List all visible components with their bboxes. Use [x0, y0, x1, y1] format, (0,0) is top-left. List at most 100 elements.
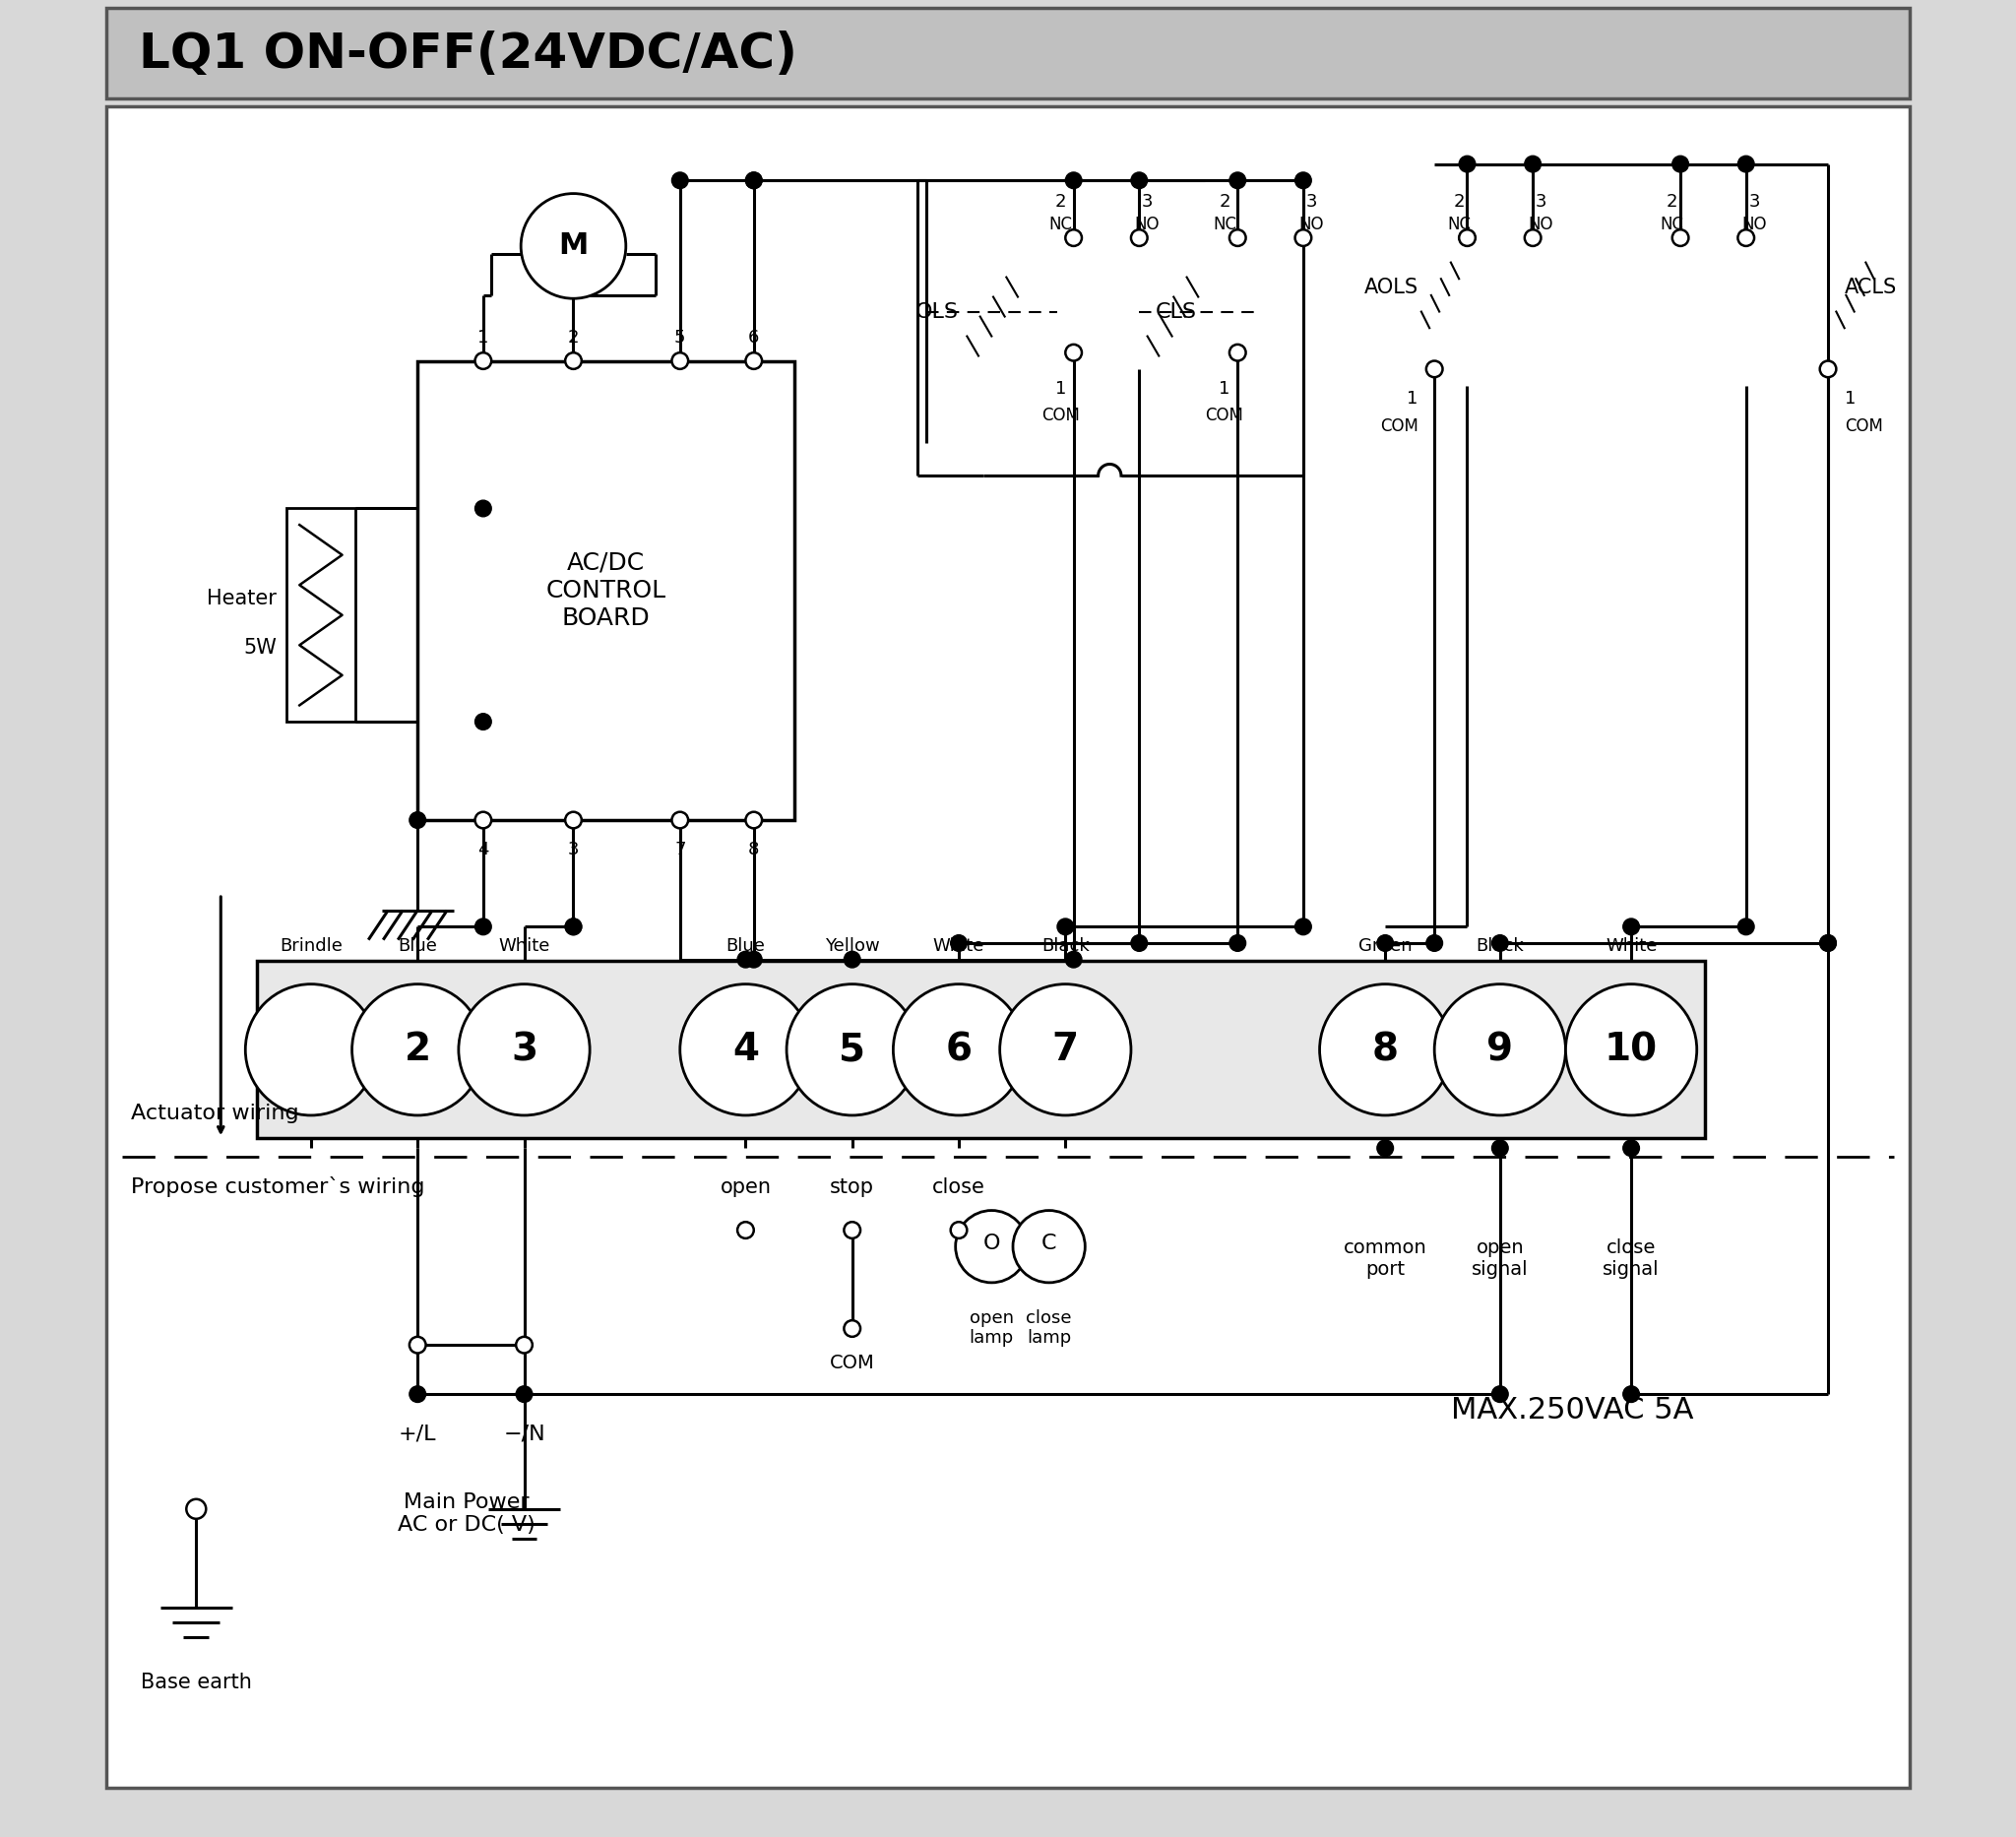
Text: White: White [498, 937, 550, 955]
Text: 2: 2 [1454, 193, 1466, 211]
Text: OLS: OLS [915, 301, 960, 321]
Circle shape [671, 353, 687, 369]
Text: Blue: Blue [726, 937, 766, 955]
Text: 5: 5 [673, 329, 685, 347]
Text: 3: 3 [1536, 193, 1546, 211]
Circle shape [1320, 985, 1452, 1115]
Circle shape [738, 952, 754, 968]
Circle shape [516, 1337, 532, 1354]
Circle shape [1294, 173, 1310, 189]
FancyBboxPatch shape [417, 360, 794, 819]
Circle shape [1131, 935, 1147, 952]
Circle shape [1820, 360, 1837, 377]
Circle shape [845, 1321, 861, 1337]
Text: open: open [720, 1178, 772, 1198]
Text: Black: Black [1476, 937, 1524, 955]
Text: NO: NO [1298, 215, 1325, 233]
Circle shape [1230, 935, 1246, 952]
Text: 4: 4 [478, 841, 488, 858]
Circle shape [1492, 1141, 1508, 1155]
Text: O: O [984, 1233, 1000, 1253]
Text: 8: 8 [1373, 1031, 1399, 1069]
Text: MAX.250VAC 5A: MAX.250VAC 5A [1452, 1396, 1693, 1426]
Text: Yellow: Yellow [825, 937, 879, 955]
Text: open
lamp: open lamp [970, 1310, 1014, 1347]
Text: 7: 7 [673, 841, 685, 858]
FancyBboxPatch shape [256, 961, 1706, 1139]
Text: −/N: −/N [504, 1424, 544, 1444]
Circle shape [516, 1385, 532, 1402]
Circle shape [1377, 935, 1393, 952]
Circle shape [1566, 985, 1697, 1115]
Circle shape [1524, 156, 1540, 173]
Text: COM: COM [831, 1354, 875, 1372]
Text: NC: NC [1447, 215, 1472, 233]
Text: 6: 6 [946, 1031, 972, 1069]
Circle shape [746, 173, 762, 189]
Text: +/L: +/L [399, 1424, 437, 1444]
Circle shape [1230, 345, 1246, 360]
Circle shape [409, 812, 425, 828]
Text: close
signal: close signal [1603, 1238, 1659, 1279]
Circle shape [1492, 1385, 1508, 1402]
Text: ACLS: ACLS [1845, 277, 1897, 298]
Circle shape [1064, 345, 1083, 360]
Text: COM: COM [1845, 417, 1883, 435]
Text: 3: 3 [1748, 193, 1760, 211]
Text: NO: NO [1135, 215, 1159, 233]
Circle shape [1056, 918, 1075, 935]
Text: 1: 1 [1407, 389, 1417, 408]
Circle shape [786, 985, 917, 1115]
Text: 9: 9 [1486, 1031, 1514, 1069]
Circle shape [409, 1385, 425, 1402]
Circle shape [1377, 1141, 1393, 1155]
Circle shape [1131, 230, 1147, 246]
Text: M: M [558, 231, 589, 261]
Circle shape [1492, 935, 1508, 952]
Circle shape [476, 918, 492, 935]
Text: 1: 1 [1220, 380, 1230, 397]
Text: 2: 2 [405, 1031, 431, 1069]
Circle shape [476, 812, 492, 828]
Text: White: White [1605, 937, 1657, 955]
Text: close: close [931, 1178, 986, 1198]
Circle shape [1820, 935, 1837, 952]
Circle shape [679, 985, 810, 1115]
Circle shape [1425, 360, 1443, 377]
Circle shape [671, 173, 687, 189]
Text: NC: NC [1214, 215, 1236, 233]
FancyBboxPatch shape [107, 7, 1909, 99]
Text: stop: stop [831, 1178, 875, 1198]
Circle shape [246, 985, 377, 1115]
Text: White: White [933, 937, 984, 955]
Circle shape [1064, 173, 1083, 189]
FancyBboxPatch shape [286, 509, 355, 722]
Circle shape [1000, 985, 1131, 1115]
Circle shape [476, 713, 492, 729]
Circle shape [845, 1222, 861, 1238]
Text: 2: 2 [1220, 193, 1230, 211]
Text: NC: NC [1661, 215, 1683, 233]
Text: COM: COM [1379, 417, 1417, 435]
Circle shape [746, 353, 762, 369]
Text: 1: 1 [478, 329, 488, 347]
Text: Black: Black [1042, 937, 1089, 955]
Text: 5W: 5W [244, 637, 276, 658]
Circle shape [746, 173, 762, 189]
Text: COM: COM [1206, 406, 1244, 424]
Text: Actuator wiring: Actuator wiring [131, 1104, 298, 1124]
Circle shape [476, 500, 492, 516]
Circle shape [353, 985, 484, 1115]
Circle shape [1460, 230, 1476, 246]
Text: Base earth: Base earth [141, 1674, 252, 1692]
Circle shape [564, 812, 581, 828]
Circle shape [893, 985, 1024, 1115]
Circle shape [1623, 1141, 1639, 1155]
Circle shape [1738, 230, 1754, 246]
Text: 2: 2 [1054, 193, 1066, 211]
Circle shape [1230, 173, 1246, 189]
Text: NO: NO [1528, 215, 1554, 233]
Text: NO: NO [1742, 215, 1766, 233]
Circle shape [1294, 230, 1310, 246]
Text: 10: 10 [1605, 1031, 1657, 1069]
